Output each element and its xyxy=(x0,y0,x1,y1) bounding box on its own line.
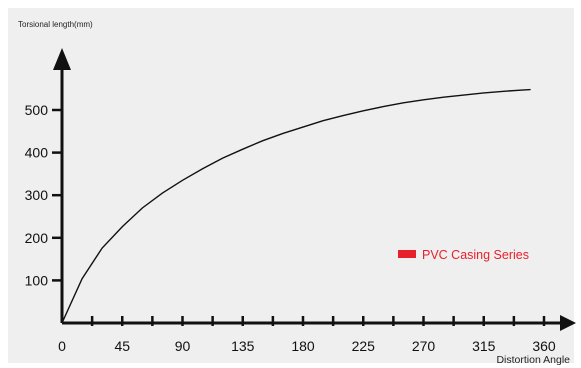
x-tick-label: 180 xyxy=(291,338,315,354)
x-tick-label: 360 xyxy=(532,338,556,354)
x-tick-label: 90 xyxy=(175,338,191,354)
x-tick-label: 270 xyxy=(412,338,436,354)
x-tick-label: 315 xyxy=(472,338,496,354)
y-tick-label: 300 xyxy=(25,187,49,203)
y-tick-label: 200 xyxy=(25,230,49,246)
x-axis-title: Distortion Angle xyxy=(496,354,570,366)
x-tick-label: 135 xyxy=(231,338,255,354)
plot-background xyxy=(8,8,574,363)
y-tick-label: 400 xyxy=(25,145,49,161)
x-tick-label: 45 xyxy=(114,338,130,354)
legend-swatch xyxy=(398,250,416,258)
y-tick-label: 100 xyxy=(25,272,49,288)
x-tick-label: 0 xyxy=(58,338,66,354)
y-axis-title: Torsional length(mm) xyxy=(18,20,93,29)
legend-label: PVC Casing Series xyxy=(422,248,529,262)
x-tick-label: 225 xyxy=(352,338,376,354)
y-tick-label: 500 xyxy=(25,102,49,118)
